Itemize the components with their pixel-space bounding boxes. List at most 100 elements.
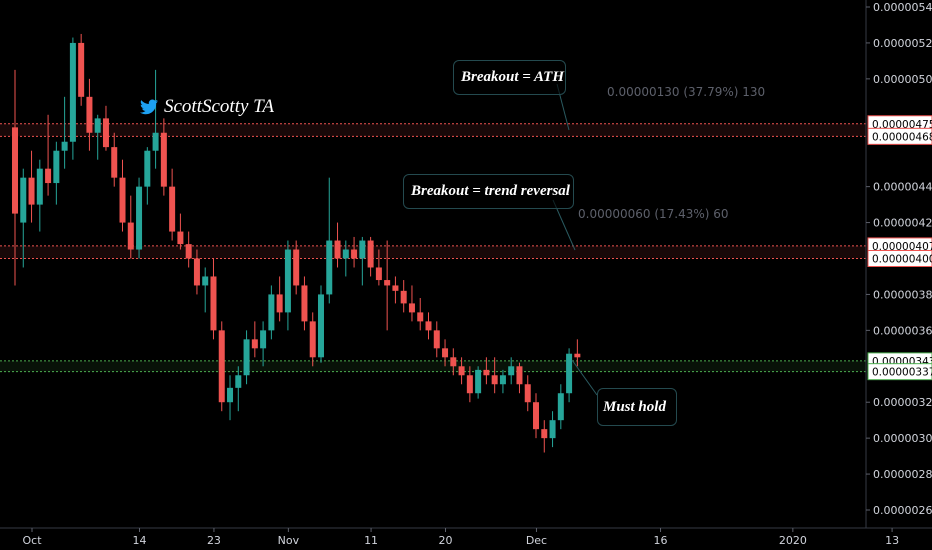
measure-label-ath: 0.00000130 (37.79%) 130 xyxy=(607,85,766,99)
candle-body xyxy=(202,276,209,286)
candle-body xyxy=(342,249,349,259)
candle-body xyxy=(12,127,18,214)
x-tick-label: Dec xyxy=(526,534,547,547)
candle-body xyxy=(169,186,176,232)
price-tag-box xyxy=(867,363,932,381)
candle-body xyxy=(20,177,27,223)
annotation-connector xyxy=(571,359,598,396)
candle-body xyxy=(28,177,35,205)
candle-body xyxy=(400,290,407,304)
x-tick-label: Nov xyxy=(278,534,300,547)
candle-body xyxy=(127,222,134,250)
candle-body xyxy=(574,353,581,358)
measure-label-reversal: 0.00000060 (17.43%) 60 xyxy=(578,207,729,221)
candle-body xyxy=(524,384,531,403)
candle-body xyxy=(185,244,192,259)
x-tick-label: 23 xyxy=(207,534,221,547)
candle-body xyxy=(392,285,399,291)
candle-body xyxy=(235,375,242,388)
price-tag-label: 0.00000468 xyxy=(872,131,932,143)
candle-body xyxy=(442,348,449,358)
candle-body xyxy=(375,267,382,281)
candle-body xyxy=(433,330,440,349)
candle-body xyxy=(260,330,267,349)
candle-body xyxy=(351,249,358,259)
candle-body xyxy=(334,240,341,259)
candle-body xyxy=(309,321,316,358)
candle-body xyxy=(317,294,324,358)
price-tag-box xyxy=(867,127,932,145)
candle-body xyxy=(177,231,184,245)
price-tag-label: 0.00000400 xyxy=(872,254,932,266)
candle-body xyxy=(45,168,52,184)
x-tick-label: 2020 xyxy=(779,534,807,547)
candle-body xyxy=(94,118,101,133)
candle-body xyxy=(160,132,167,187)
candle-body xyxy=(210,276,217,331)
candle-body xyxy=(86,96,93,133)
candle-body xyxy=(144,150,151,187)
zone-green-2 xyxy=(0,360,866,372)
candle-body xyxy=(566,353,573,394)
candle-body xyxy=(516,366,523,385)
price-tag-label: 0.00000337 xyxy=(872,367,932,379)
candle-body xyxy=(111,147,118,178)
candle-body xyxy=(193,258,200,286)
candle-body xyxy=(243,339,250,376)
candle-body xyxy=(417,312,424,322)
candle-body xyxy=(61,141,68,151)
candle-body xyxy=(359,240,366,259)
x-tick-label: 11 xyxy=(364,534,378,547)
candle-body xyxy=(491,375,498,385)
x-tick-label: Oct xyxy=(22,534,42,547)
candle-body xyxy=(119,177,126,223)
watermark-text: ScottScotty TA xyxy=(164,96,274,117)
candle-body xyxy=(251,339,258,349)
candle-body xyxy=(78,42,85,97)
candle-body xyxy=(227,387,234,403)
price-tag-label: 0.00000407 xyxy=(872,241,932,253)
candle-body xyxy=(475,369,482,394)
watermark: ScottScotty TA xyxy=(140,96,274,118)
annotation-breakout-ath[interactable]: Breakout = ATH xyxy=(453,60,566,95)
candle-body xyxy=(541,429,548,439)
candle-body xyxy=(276,294,283,313)
candle-body xyxy=(533,402,540,430)
candle-body xyxy=(367,240,374,268)
annotation-breakout-reversal[interactable]: Breakout = trend reversal xyxy=(403,174,574,209)
candle-body xyxy=(53,150,60,184)
candle-body xyxy=(152,132,159,151)
candle-body xyxy=(384,280,391,286)
candle-body xyxy=(136,186,143,250)
price-tag-box xyxy=(867,250,932,267)
candle-body xyxy=(408,303,415,313)
candle-body xyxy=(102,118,109,148)
candle-body xyxy=(483,369,490,376)
candle-body xyxy=(557,393,564,421)
x-tick-label: 16 xyxy=(654,534,668,547)
x-tick-label: 14 xyxy=(133,534,147,547)
candle-body xyxy=(293,249,300,286)
candle-body xyxy=(466,375,473,394)
candle-body xyxy=(508,366,515,376)
candle-body xyxy=(549,420,556,439)
candle-body xyxy=(284,249,291,313)
twitter-bird-icon xyxy=(140,99,158,115)
price-tag-label: 0.00000475 xyxy=(872,119,932,131)
candle-body xyxy=(326,240,333,295)
x-tick-label: 13 xyxy=(885,534,899,547)
annotation-must-hold[interactable]: Must hold xyxy=(597,388,677,426)
zone-red-0 xyxy=(0,123,866,137)
candle-body xyxy=(36,168,43,205)
candle-body xyxy=(450,357,457,367)
candle-body xyxy=(499,375,506,385)
